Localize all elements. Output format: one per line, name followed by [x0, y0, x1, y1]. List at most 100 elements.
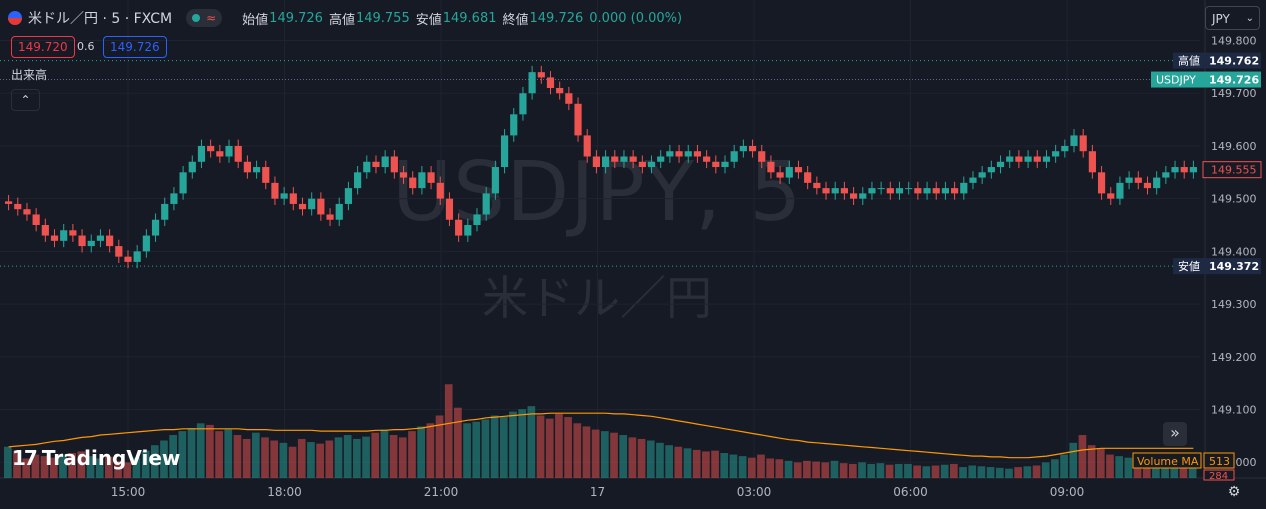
scroll-to-realtime-button[interactable]: » — [1163, 422, 1187, 446]
volume-bar — [380, 429, 389, 478]
candle-body — [1088, 151, 1096, 173]
volume-bar — [573, 423, 582, 478]
candle-body — [87, 240, 95, 247]
candle-body — [592, 156, 600, 168]
volume-bar — [316, 443, 324, 478]
volume-bar — [784, 460, 793, 478]
candle-body — [528, 72, 536, 94]
volume-bar — [206, 424, 214, 478]
gear-icon[interactable]: ⚙ — [1227, 484, 1241, 500]
candle-body — [813, 182, 821, 189]
candle-body — [1097, 172, 1106, 194]
market-status-badge[interactable]: ≈ — [186, 9, 223, 27]
volume-bar — [288, 446, 297, 478]
candle-body — [252, 167, 261, 173]
candle-body — [161, 203, 169, 220]
volume-bar — [1069, 442, 1078, 478]
candle-body — [638, 161, 646, 168]
low-price-tag — [1203, 258, 1261, 275]
volume-bar — [867, 463, 876, 478]
volume-bar — [619, 435, 628, 478]
candle-body — [877, 188, 885, 190]
volume-bar — [270, 440, 279, 478]
candle-body — [611, 156, 619, 162]
volume-bar — [959, 467, 967, 478]
volume-bar — [279, 442, 288, 478]
candle-body — [427, 172, 435, 183]
candle-body — [381, 156, 389, 168]
volume-bar — [86, 456, 95, 478]
y-tick-label: 149.500 — [1211, 193, 1257, 206]
volume-bar — [885, 464, 894, 478]
candle-body — [1162, 172, 1170, 178]
volume-bar — [683, 448, 692, 478]
volume-ma-value-tag — [1203, 452, 1235, 469]
volume-bar — [1133, 459, 1142, 478]
x-tick-label: 17 — [590, 485, 605, 499]
volume-label[interactable]: 出来高 — [11, 68, 48, 82]
open-label: 始値 — [242, 12, 269, 28]
volume-bar — [545, 418, 554, 478]
sell-price-button[interactable]: 149.720 — [11, 36, 75, 58]
volume-bar — [610, 432, 618, 478]
buy-price-button[interactable]: 149.726 — [103, 36, 167, 58]
high-value: 149.755 — [355, 10, 410, 26]
candle-body — [620, 156, 628, 162]
currency-flag-icon — [8, 11, 22, 25]
last-price-tag — [1203, 71, 1261, 88]
market-open-dot-icon — [192, 14, 201, 22]
candle-body — [1134, 177, 1142, 183]
last-price-value: 149.726 — [1209, 74, 1259, 87]
candle-body — [666, 151, 674, 157]
volume-bar — [1096, 448, 1105, 478]
volume-bar — [803, 460, 811, 478]
volume-bar — [499, 417, 508, 478]
volume-bar — [160, 440, 168, 478]
candle-body — [41, 225, 49, 236]
candle-body — [69, 230, 77, 236]
volume-bar — [261, 437, 269, 478]
candle-body — [409, 177, 417, 189]
candle-body — [390, 156, 398, 173]
volume-bar — [169, 435, 178, 478]
candle-body — [1079, 135, 1087, 152]
volume-bar — [757, 454, 765, 478]
candle-body — [500, 135, 509, 168]
volume-bar — [150, 445, 159, 478]
candle-body — [703, 156, 711, 162]
volume-bar — [1060, 454, 1068, 478]
volume-bar — [1005, 468, 1013, 478]
candle-body — [216, 151, 224, 157]
volume-bar — [555, 413, 563, 478]
candle-body — [32, 214, 40, 226]
candle-body — [519, 93, 527, 115]
x-tick-label: 18:00 — [267, 485, 302, 499]
volume-bar — [343, 435, 352, 478]
tradingview-logo[interactable]: 17 TradingView — [12, 446, 180, 470]
volume-bar — [454, 407, 462, 478]
volume-bar — [986, 467, 995, 478]
candle-body — [1006, 156, 1014, 162]
high-label: 高値 — [1178, 54, 1200, 68]
volume-bar — [1170, 460, 1179, 478]
currency-select-value: JPY — [1212, 12, 1230, 26]
candle-body — [932, 188, 940, 194]
currency-select[interactable]: JPY ⌄ — [1205, 6, 1260, 30]
candle-body — [23, 209, 31, 215]
candle-body — [124, 256, 132, 262]
volume-ma-line — [8, 412, 1194, 459]
symbol-title[interactable]: 米ドル／円 · 5 · FXCM — [28, 11, 173, 27]
collapse-indicators-button[interactable]: ⌃ — [11, 89, 40, 111]
candle-body — [758, 151, 766, 162]
volume-bar — [95, 458, 104, 478]
candle-body — [308, 198, 316, 210]
volume-bar — [940, 464, 949, 478]
volume-bar — [417, 426, 425, 478]
volume-bar — [242, 438, 251, 478]
candle-body — [684, 151, 692, 157]
candle-body — [978, 172, 986, 178]
candle-body — [170, 193, 178, 204]
last-label: USDJPY — [1156, 74, 1196, 87]
candle-body — [96, 235, 105, 241]
